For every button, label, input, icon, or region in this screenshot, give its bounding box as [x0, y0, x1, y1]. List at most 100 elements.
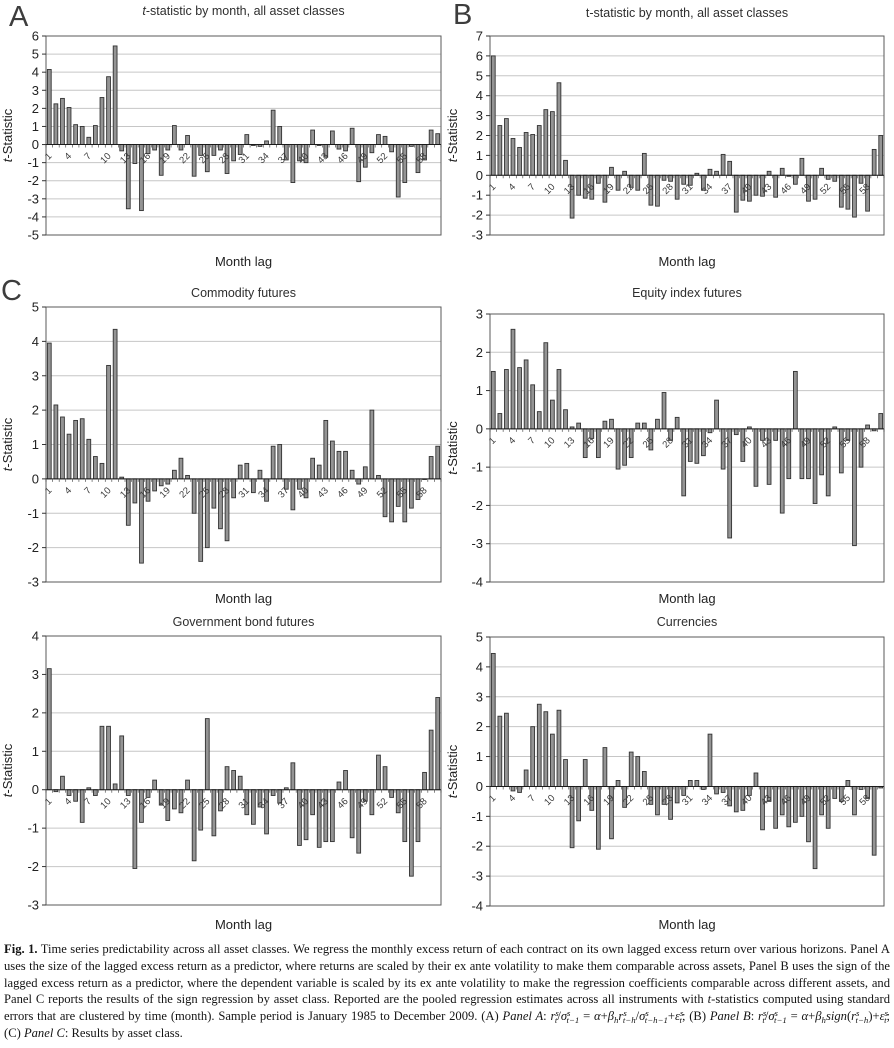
panel-label-a: A: [9, 1, 29, 33]
svg-text:4: 4: [32, 629, 39, 644]
bar: [530, 134, 536, 176]
bar: [615, 428, 621, 470]
bar: [536, 703, 542, 787]
svg-text:1: 1: [32, 119, 39, 134]
svg-text:4: 4: [63, 796, 75, 808]
bar: [550, 399, 555, 430]
bar: [343, 144, 348, 152]
bar: [733, 785, 739, 813]
bar: [435, 133, 441, 145]
bar: [376, 474, 381, 480]
y-tick-labels: -3 -2 -1 0 1 2 3 4: [27, 629, 46, 913]
svg-text:5: 5: [476, 68, 483, 83]
bars: [46, 45, 441, 212]
svg-text:-3: -3: [471, 228, 483, 243]
bar: [251, 478, 256, 494]
bar: [596, 174, 601, 184]
bar: [237, 775, 243, 791]
svg-text:34: 34: [700, 793, 715, 808]
svg-text:7: 7: [476, 29, 483, 44]
bar: [563, 409, 568, 430]
bar: [93, 125, 98, 146]
svg-text:13: 13: [562, 793, 577, 808]
x-axis-title: Month lag: [658, 254, 715, 269]
bar: [277, 444, 283, 480]
bar: [517, 785, 522, 793]
chart-title: Equity index futures: [632, 286, 742, 300]
bar: [389, 144, 394, 153]
svg-text:-4: -4: [27, 209, 39, 224]
bar: [517, 367, 522, 430]
svg-text:49: 49: [798, 182, 813, 197]
svg-text:10: 10: [98, 151, 113, 166]
svg-text:0: 0: [32, 137, 39, 152]
bar: [316, 464, 322, 480]
bar: [73, 124, 78, 146]
svg-text:3: 3: [476, 108, 483, 123]
bar: [330, 130, 335, 145]
bar: [211, 789, 217, 837]
bar: [707, 168, 713, 176]
y-axis-title: t-Statistic: [0, 108, 15, 162]
bar: [838, 428, 844, 474]
bar: [86, 438, 92, 480]
svg-text:22: 22: [177, 151, 192, 166]
svg-text:6: 6: [32, 29, 39, 44]
svg-text:28: 28: [660, 435, 675, 450]
category-ticks: [489, 786, 885, 790]
bar: [336, 144, 342, 150]
svg-text:0: 0: [476, 168, 483, 183]
bar: [727, 160, 733, 176]
bar: [536, 125, 542, 176]
bar: [323, 419, 329, 480]
x-axis-title: Month lag: [215, 591, 272, 606]
bar: [389, 478, 394, 523]
bar: [852, 428, 857, 547]
svg-text:31: 31: [237, 485, 252, 500]
bar: [523, 359, 529, 430]
svg-text:3: 3: [32, 368, 39, 383]
svg-text:58: 58: [857, 182, 872, 197]
bar: [753, 772, 759, 787]
bar: [336, 450, 342, 480]
bar: [714, 785, 719, 795]
svg-text:-2: -2: [471, 839, 483, 854]
bar: [871, 148, 877, 176]
bar: [172, 125, 177, 146]
bar: [773, 785, 779, 829]
bar: [382, 135, 388, 145]
svg-text:1: 1: [32, 744, 39, 759]
svg-text:3: 3: [32, 83, 39, 98]
panel-label-b: B: [453, 0, 473, 31]
bar: [825, 174, 831, 180]
bar: [211, 144, 217, 156]
bar: [602, 420, 608, 430]
bar: [641, 422, 647, 430]
svg-text:0: 0: [32, 782, 39, 797]
bar: [530, 726, 536, 787]
bar: [349, 127, 355, 145]
chart-title: t-statistic by month, all asset classes: [142, 4, 344, 18]
bar: [490, 370, 496, 430]
svg-text:10: 10: [98, 796, 113, 811]
bar: [79, 789, 85, 823]
bar: [497, 715, 503, 787]
bar: [812, 428, 818, 504]
bar: [112, 328, 118, 480]
bar: [871, 785, 877, 856]
bar: [543, 342, 549, 430]
bar: [218, 478, 223, 530]
bar: [270, 445, 276, 480]
bar: [389, 789, 394, 798]
svg-text:7: 7: [526, 182, 538, 194]
bar: [46, 69, 52, 146]
svg-text:2: 2: [476, 345, 483, 360]
bar: [119, 144, 125, 152]
bar: [799, 157, 805, 176]
bar: [753, 174, 759, 196]
svg-text:-2: -2: [27, 859, 39, 874]
bar: [198, 789, 204, 831]
x-tick-labels: 1 4 7 10 13 16 19 22 25 28 31 34 37 40 43 46 49 52 55 58: [43, 796, 430, 811]
